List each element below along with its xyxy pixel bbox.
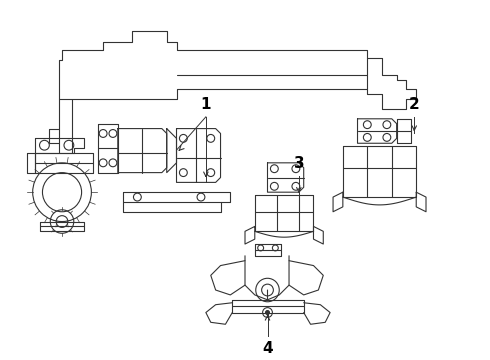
Text: 1: 1 [200,97,211,112]
Text: 4: 4 [262,341,273,356]
Text: 3: 3 [294,156,304,171]
Circle shape [266,311,270,315]
Text: 2: 2 [409,97,419,112]
